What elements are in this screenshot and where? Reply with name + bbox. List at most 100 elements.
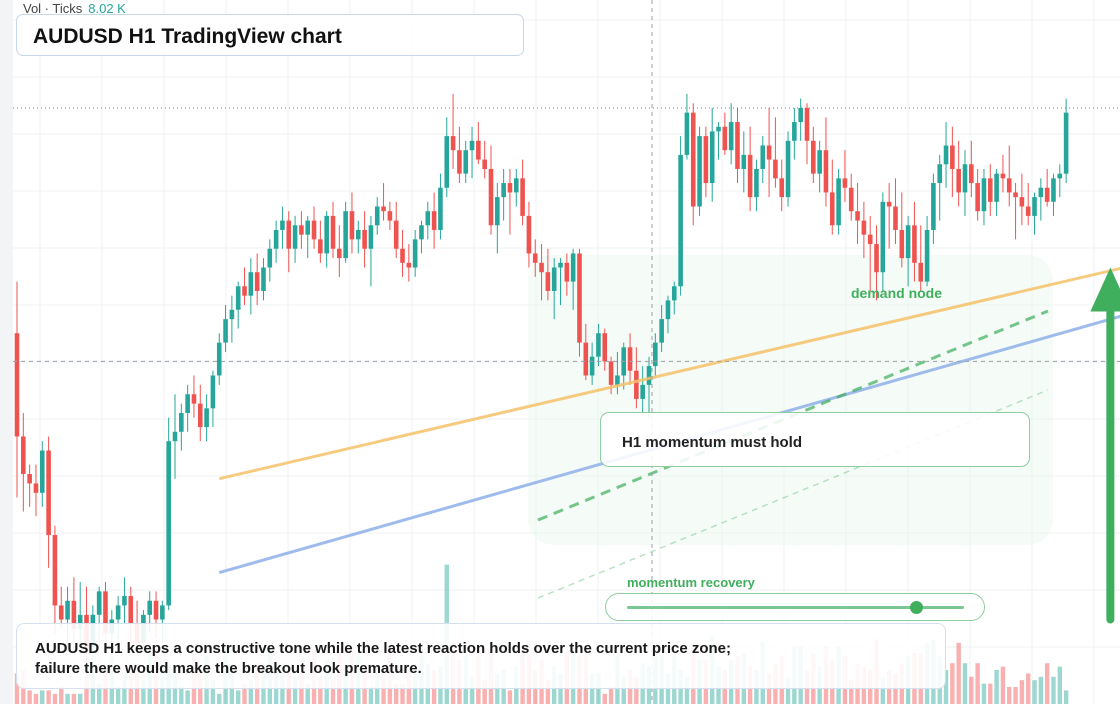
volume-bar (115, 687, 121, 704)
candle-body (608, 361, 614, 385)
candle-body (425, 211, 431, 226)
candle-body (513, 178, 519, 193)
candle-body (115, 605, 121, 620)
candle-body (337, 248, 342, 259)
volume-bar (602, 693, 607, 704)
candle-body (811, 140, 816, 174)
candle-body (981, 178, 987, 212)
volume-bar (40, 690, 45, 704)
candle-body (842, 178, 848, 188)
candle-body (646, 366, 652, 385)
candle-body (962, 164, 968, 193)
volume-bar (956, 642, 961, 704)
trendline-upper (218, 266, 1120, 481)
chart-title: AUDUSD H1 TradingView chart (33, 25, 342, 48)
candle-body (482, 159, 487, 169)
candle-body (1044, 187, 1050, 202)
volume-bar (1026, 673, 1031, 704)
volume-bar (305, 683, 310, 704)
candle-body (128, 596, 134, 625)
candle-body (1013, 192, 1018, 198)
candle-body (861, 220, 867, 235)
candle-body (747, 154, 753, 198)
volume-bar (1007, 687, 1012, 704)
candle-body (197, 403, 203, 428)
candle-body (286, 220, 292, 249)
candle-body (1057, 173, 1063, 179)
candle-body (267, 248, 273, 268)
candle-body (311, 220, 317, 240)
candle-body (172, 431, 178, 442)
candle-body (874, 244, 879, 273)
volume-bar (785, 676, 791, 704)
candle-body (893, 206, 898, 230)
candle-body (103, 591, 108, 634)
volume-value: 8.02 K (88, 1, 126, 16)
volume-bar (975, 663, 980, 704)
demand-arrow (1090, 267, 1120, 624)
volume-bar (1044, 663, 1050, 704)
candle-body (362, 229, 367, 249)
volume-label: Vol · Ticks (23, 1, 83, 16)
candle-body (1038, 187, 1044, 198)
candle-body (77, 614, 83, 629)
volume-bar (318, 676, 323, 704)
candle-body (393, 220, 399, 249)
momentum-recovery-slider[interactable] (605, 593, 985, 621)
volume-bar (46, 690, 51, 704)
candle-body (147, 600, 153, 615)
candle-body (994, 173, 999, 202)
chart-left-edge (0, 0, 13, 704)
candle-body (931, 183, 936, 230)
volume-bar (400, 683, 405, 704)
volume-bar (96, 683, 102, 704)
candle-body (318, 239, 323, 254)
volume-bar (950, 663, 955, 704)
candle-body (829, 192, 835, 226)
volume-bar (242, 683, 247, 704)
candle-body (539, 262, 544, 273)
volume-bar (217, 693, 222, 704)
candle-body (46, 450, 51, 536)
candle-body (305, 220, 311, 235)
candle-body (1032, 197, 1037, 216)
demand-zone-highlight (528, 255, 1053, 545)
candle-body (773, 159, 778, 179)
volume-bar (59, 687, 64, 704)
candle-body (532, 253, 538, 263)
candle-body (406, 262, 412, 268)
volume-bar (880, 676, 886, 704)
candle-body (507, 183, 513, 193)
candle-body (39, 450, 45, 493)
candle-body (1019, 197, 1025, 207)
projected-channel-line-faint (537, 389, 1049, 599)
candle-body (488, 168, 494, 226)
candle-body (153, 600, 159, 620)
volume-bar (469, 676, 475, 704)
candle-body (589, 356, 595, 376)
candle-body (798, 107, 803, 123)
candle-body (703, 136, 709, 184)
candle-body (697, 136, 702, 207)
candle-body (501, 183, 506, 198)
candle-body (912, 225, 917, 263)
candle-body (804, 107, 810, 141)
volume-bar (1063, 690, 1069, 704)
candle-body (1000, 173, 1006, 179)
candle-body (880, 201, 886, 273)
candle-body (564, 262, 570, 282)
candle-body (943, 145, 949, 165)
slider-track (627, 606, 964, 609)
slider-thumb[interactable] (910, 601, 924, 614)
candle-body (602, 333, 608, 362)
candle-body (96, 591, 102, 615)
candle-body (122, 596, 127, 606)
volume-bar (988, 683, 993, 704)
candle-body (14, 333, 20, 437)
momentum-note-text: H1 momentum must hold (622, 434, 803, 451)
volume-bar (1057, 666, 1062, 704)
momentum-note-box[interactable]: H1 momentum must hold (600, 412, 1030, 467)
candle-body (583, 342, 589, 376)
volume-bar (394, 683, 399, 704)
